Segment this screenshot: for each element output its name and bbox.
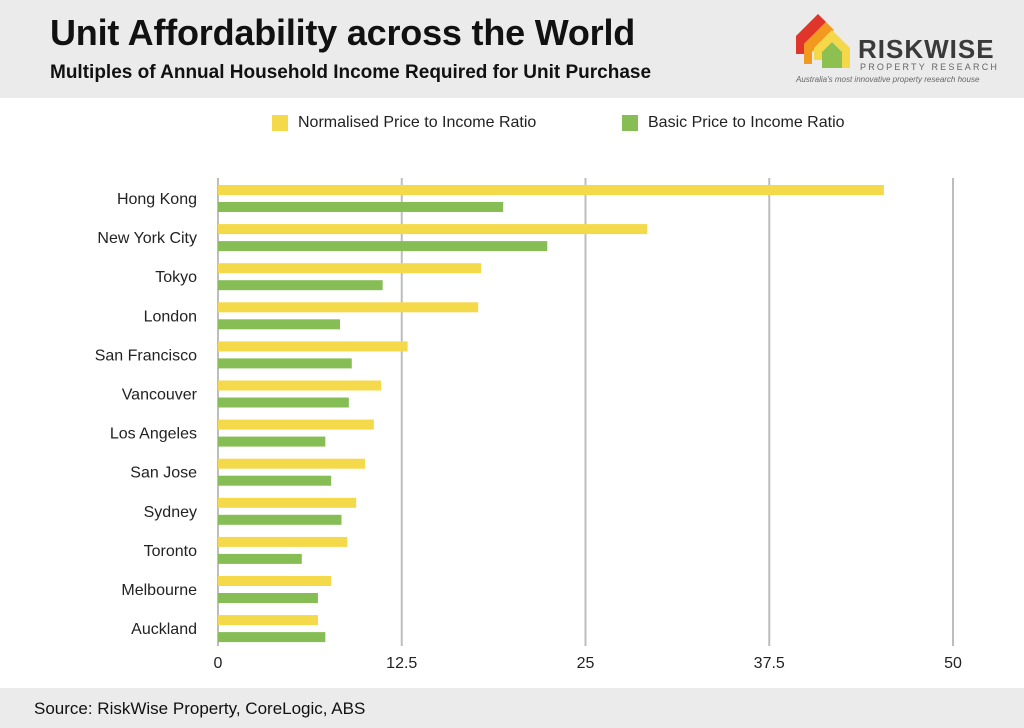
y-category-label: Auckland [131, 621, 197, 638]
logo-wordmark: RISKWISE [858, 34, 995, 64]
bar-basic [218, 632, 326, 643]
bar-basic [218, 241, 548, 252]
bar-normalised [218, 536, 348, 547]
bar-basic [218, 475, 332, 486]
x-tick-label: 37.5 [754, 655, 785, 672]
bar-normalised [218, 458, 365, 469]
bar-basic [218, 514, 342, 525]
legend-label-basic: Basic Price to Income Ratio [648, 114, 845, 131]
footer-band: Source: RiskWise Property, CoreLogic, AB… [0, 688, 1024, 728]
bar-normalised [218, 224, 648, 235]
bar-basic [218, 358, 352, 369]
x-tick-label: 50 [944, 655, 962, 672]
bar-normalised [218, 576, 332, 586]
source-note: Source: RiskWise Property, CoreLogic, AB… [34, 699, 366, 718]
legend-item-basic: Basic Price to Income Ratio [622, 114, 845, 132]
logo-tagline: Australia's most innovative property res… [796, 75, 980, 84]
y-category-label: Los Angeles [110, 426, 197, 443]
legend-swatch-basic [622, 115, 638, 131]
bar-basic [218, 319, 341, 330]
bar-normalised [218, 263, 482, 274]
y-category-label: San Francisco [95, 347, 197, 364]
bar-chart: 0 12.5 25 37.5 50 Hong Kong New York City Tokyo… [95, 178, 962, 672]
riskwise-logo: RISKWISE PROPERTY RESEARCH Australia's m… [796, 14, 1006, 90]
y-category-label: Melbourne [121, 582, 197, 599]
chart-title: Unit Affordability across the World [50, 12, 636, 53]
legend-label-normalised: Normalised Price to Income Ratio [298, 114, 537, 131]
y-category-label: Toronto [144, 543, 197, 560]
y-category-label: New York City [97, 230, 197, 247]
house-logo-icon [796, 14, 850, 68]
bar-basic [218, 280, 383, 291]
bar-normalised [218, 302, 479, 313]
bar-normalised [218, 497, 357, 508]
bar-basic [218, 553, 302, 564]
bar-normalised [218, 185, 884, 195]
y-category-label: Sydney [144, 504, 197, 521]
bar-basic [218, 436, 326, 447]
legend-swatch-normalised [272, 115, 288, 131]
x-tick-label: 25 [577, 655, 595, 672]
y-category-label: Vancouver [122, 387, 198, 404]
y-category-label: London [144, 308, 197, 325]
bar-basic [218, 593, 318, 603]
header-band: Unit Affordability across the World Mult… [0, 0, 1024, 98]
logo-subtitle: PROPERTY RESEARCH [860, 62, 1000, 72]
x-tick-label: 0 [214, 655, 223, 672]
chart-legend: Normalised Price to Income Ratio Basic P… [0, 114, 1024, 138]
y-category-label: Tokyo [155, 269, 197, 286]
chart-subtitle: Multiples of Annual Household Income Req… [50, 62, 652, 83]
bar-basic [218, 397, 349, 408]
y-category-label: Hong Kong [117, 191, 197, 208]
y-category-label: San Jose [130, 465, 197, 482]
bar-normalised [218, 419, 374, 430]
x-tick-label: 12.5 [386, 655, 417, 672]
bar-normalised [218, 341, 408, 352]
bar-normalised [218, 615, 318, 626]
legend-item-normalised: Normalised Price to Income Ratio [272, 114, 536, 132]
bar-normalised [218, 380, 382, 391]
bar-basic [218, 202, 504, 212]
